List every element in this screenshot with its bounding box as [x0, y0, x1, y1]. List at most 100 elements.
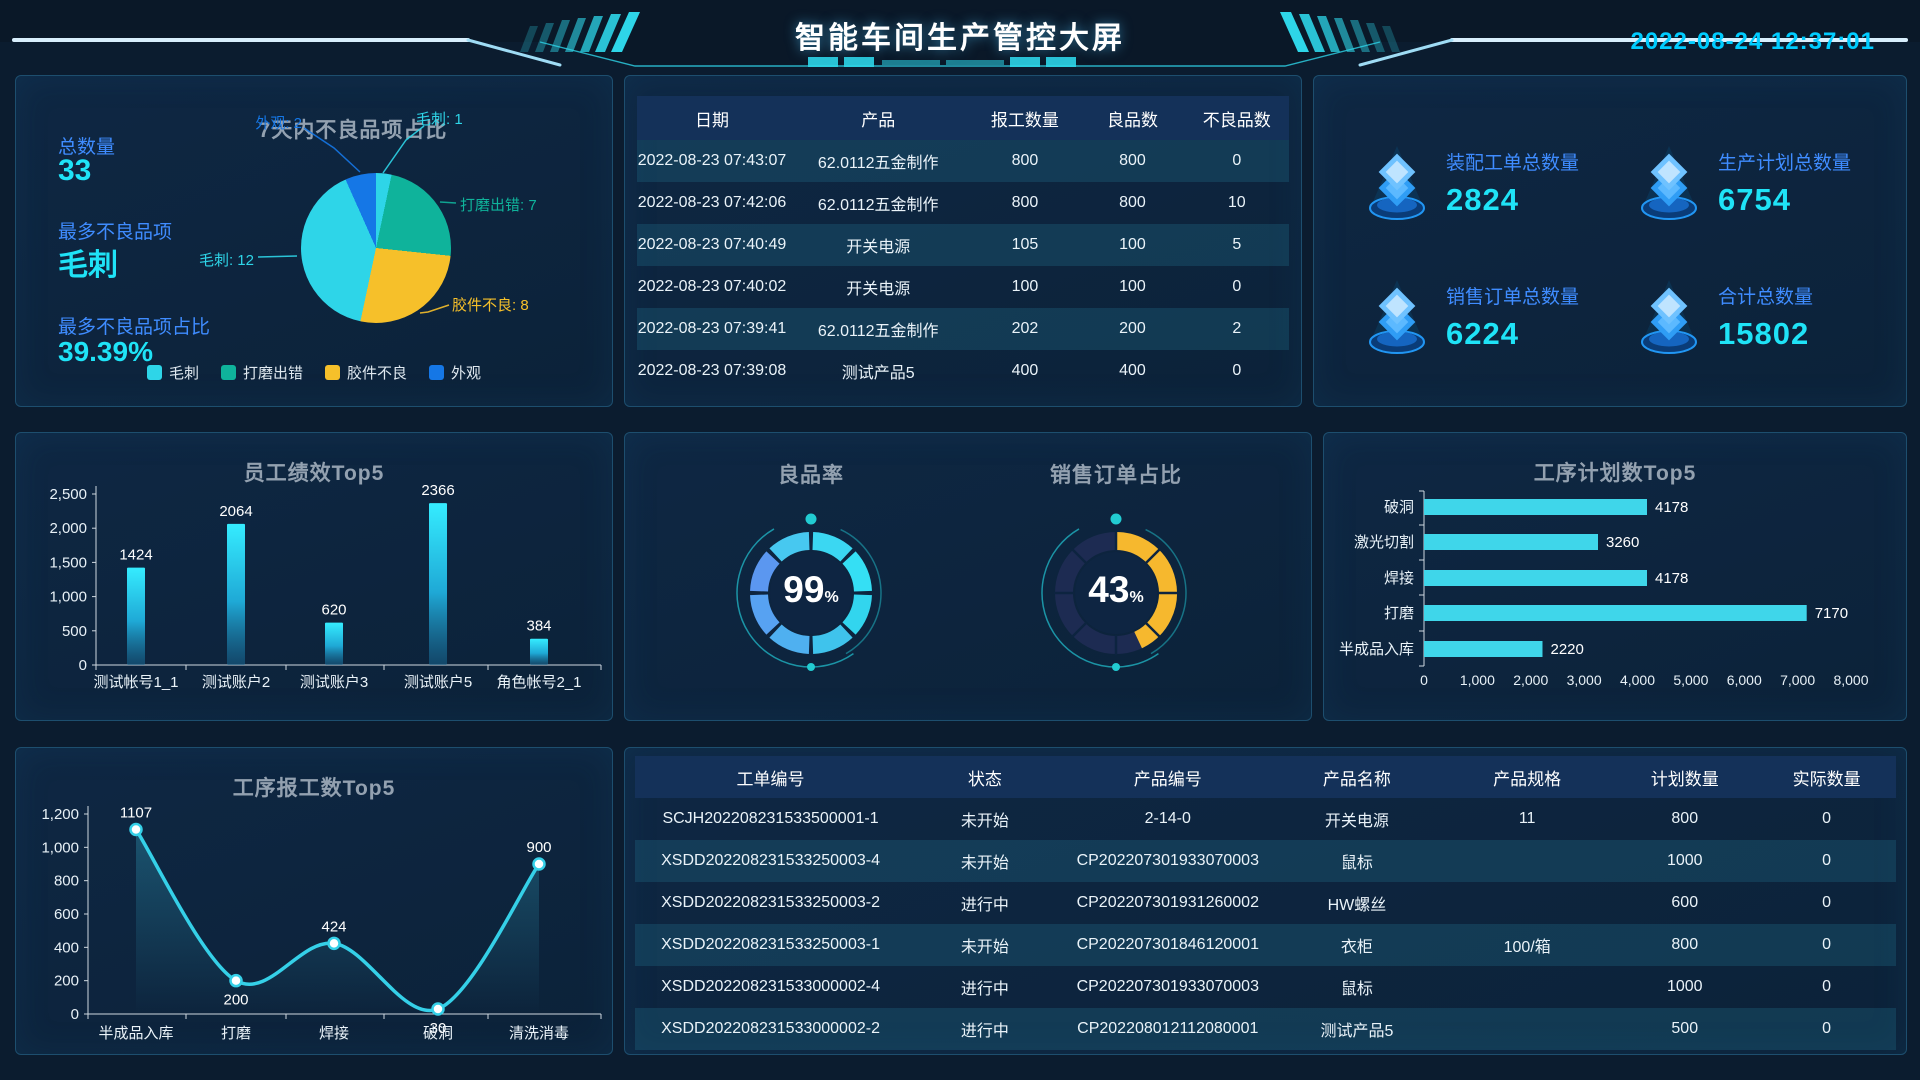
- svg-text:2,000: 2,000: [49, 520, 87, 537]
- table-cell: SCJH202208231533500001-1: [662, 810, 879, 827]
- header-bottom-ticks: [808, 57, 1076, 67]
- table-cell: 500: [1671, 1020, 1699, 1037]
- table-cell: 800: [1671, 936, 1699, 953]
- table-row: XSDD202208231533250003-1 未开始 CP20220730184…: [635, 924, 1896, 966]
- legend-label: 打磨出错: [242, 365, 303, 382]
- stat-card-label: 销售订单总数量: [1446, 287, 1580, 308]
- table-cell: 未开始: [960, 939, 1009, 956]
- order-gauge-unit: %: [1129, 589, 1144, 606]
- table-cell: 0: [1822, 894, 1832, 911]
- table-row: 2022-08-23 07:39:08 测试产品5 400 400 0: [637, 350, 1289, 392]
- table-cell: 105: [1011, 236, 1039, 253]
- table-cell: 10: [1227, 194, 1246, 211]
- process-report-title: 工序报工数Top5: [232, 777, 396, 800]
- header-bar: 智能车间生产管控大屏 2022-08-24 12:37:01: [0, 0, 1920, 68]
- svg-text:测试账户3: 测试账户3: [300, 674, 368, 691]
- process-report-line-chart: 0 200 400 600 800 1,000 1,200 1107 半成品入库 200 打磨 424…: [41, 805, 602, 1042]
- defect-pie-chart: [301, 173, 451, 323]
- table-cell: 100: [1119, 236, 1146, 253]
- total-count-label: 总数量: [58, 137, 116, 158]
- legend-label: 毛刺: [168, 365, 199, 382]
- order-gauge-value: 43: [1088, 569, 1130, 610]
- legend-item: 胶件不良: [325, 362, 407, 383]
- stat-card: 生产计划总数量 6754: [1616, 116, 1888, 250]
- svg-text:5,000: 5,000: [1673, 672, 1708, 688]
- column-header: 产品: [861, 110, 896, 130]
- yield-gauge-value: 99: [783, 569, 825, 610]
- svg-text:500: 500: [62, 623, 87, 640]
- table-row: 2022-08-23 07:39:41 62.0112五金制作 202 200 2: [637, 308, 1289, 350]
- table-cell: 400: [1011, 362, 1039, 379]
- svg-text:424: 424: [321, 918, 346, 935]
- stat-card-value: 6754: [1718, 182, 1791, 217]
- table-cell: 100/箱: [1503, 939, 1551, 956]
- table-cell: 62.0112五金制作: [817, 155, 939, 172]
- table-row: 2022-08-23 07:40:49 开关电源 105 100 5: [637, 224, 1289, 266]
- legend-label: 外观: [451, 365, 482, 382]
- top-defect-value: 毛刺: [58, 249, 118, 282]
- pie-slice-label: 外观: 2: [255, 115, 302, 132]
- work-report-table-panel: 日期 产品 报工数量 良品数 不良品数 2022-08-23 07:43:07 62.011…: [624, 75, 1302, 407]
- svg-text:1,000: 1,000: [1460, 672, 1495, 688]
- svg-text:破洞: 破洞: [1384, 499, 1414, 516]
- svg-text:2366: 2366: [421, 482, 454, 499]
- table-cell: 62.0112五金制作: [817, 323, 939, 340]
- table-cell: 100: [1011, 278, 1039, 295]
- table-cell: 100: [1119, 278, 1146, 295]
- svg-text:384: 384: [526, 618, 551, 635]
- table-row: 2022-08-23 07:43:07 62.0112五金制作 800 800 0: [637, 140, 1289, 182]
- column-header: 产品名称: [1322, 769, 1391, 789]
- yield-gauge-title: 良品率: [778, 464, 844, 487]
- stat-card: 销售订单总数量 6224: [1344, 250, 1616, 384]
- svg-text:半成品入库: 半成品入库: [1339, 641, 1414, 658]
- table-header-row: 工单编号 状态 产品编号 产品名称 产品规格 计划数量 实际数量: [635, 756, 1896, 798]
- table-cell: 5: [1232, 236, 1242, 253]
- svg-text:1,500: 1,500: [49, 554, 87, 571]
- table-row: XSDD202208231533250003-4 未开始 CP20220730193…: [635, 840, 1896, 882]
- stat-card: 装配工单总数量 2824: [1344, 116, 1616, 250]
- svg-text:测试账户2: 测试账户2: [202, 674, 270, 691]
- table-cell: 0: [1822, 852, 1832, 869]
- column-header: 产品编号: [1133, 769, 1202, 789]
- stat-card-value: 2824: [1446, 182, 1519, 217]
- table-cell: 0: [1822, 936, 1832, 953]
- table-cell: 开关电源: [846, 239, 911, 256]
- stacked-layers-icon: [1369, 146, 1425, 220]
- table-cell: 0: [1822, 810, 1832, 827]
- table-cell: 开关电源: [1324, 813, 1389, 830]
- svg-text:200: 200: [223, 992, 248, 1009]
- defect-panel-title: 7天内不良品项占比: [258, 119, 448, 142]
- table-cell: 鼠标: [1340, 981, 1373, 998]
- legend-swatch: [220, 365, 236, 380]
- yield-gauge: 99%: [721, 503, 901, 683]
- table-cell: 2022-08-23 07:40:49: [637, 236, 787, 253]
- stat-card-value: 15802: [1718, 316, 1810, 351]
- column-header: 工单编号: [736, 769, 805, 789]
- total-count-value: 33: [58, 154, 92, 187]
- yield-gauge-unit: %: [824, 589, 839, 606]
- svg-text:1,200: 1,200: [41, 806, 79, 823]
- table-row: 2022-08-23 07:42:06 62.0112五金制作 800 800 10: [637, 182, 1289, 224]
- process-plan-panel: 工序计划数Top5 0 1,000 2,000 3,000 4,000 5,000 6,00…: [1323, 432, 1907, 721]
- svg-text:激光切割: 激光切割: [1354, 534, 1414, 551]
- column-header: 报工数量: [990, 110, 1059, 130]
- column-header: 不良品数: [1202, 110, 1271, 130]
- page-title: 智能车间生产管控大屏: [795, 22, 1125, 55]
- process-plan-hbar-chart: 0 1,000 2,000 3,000 4,000 5,000 6,000 7,000 8,00…: [1339, 490, 1869, 688]
- svg-text:破洞: 破洞: [423, 1025, 453, 1042]
- table-cell: 800: [1011, 194, 1039, 211]
- process-plan-title: 工序计划数Top5: [1533, 462, 1697, 485]
- svg-text:600: 600: [54, 906, 79, 923]
- table-cell: 2022-08-23 07:43:07: [637, 152, 787, 169]
- svg-text:测试账户5: 测试账户5: [404, 674, 472, 691]
- gauges-panel: 良品率 销售订单占比 99% 43%: [624, 432, 1312, 721]
- svg-text:2,500: 2,500: [49, 486, 87, 503]
- stat-card-label: 生产计划总数量: [1718, 153, 1852, 174]
- stat-card-label: 装配工单总数量: [1446, 153, 1580, 174]
- table-cell: 0: [1822, 1020, 1832, 1037]
- svg-text:7170: 7170: [1815, 605, 1848, 622]
- table-cell: 800: [1119, 152, 1146, 169]
- legend-item: 打磨出错: [220, 362, 303, 383]
- header-decoration: [0, 0, 1920, 67]
- top-defect-ratio-label: 最多不良品项占比: [58, 317, 211, 338]
